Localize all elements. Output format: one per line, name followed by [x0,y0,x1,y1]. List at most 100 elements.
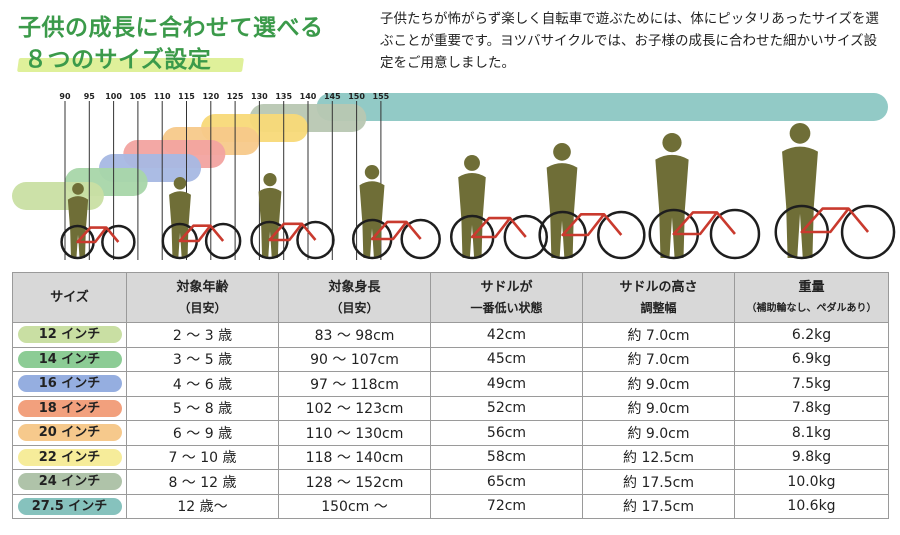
bike-front-wheel [296,220,335,260]
child-silhouette-body [655,154,689,258]
table-header-cell: 重量 （補助輪なし、ペダルあり） [734,272,889,323]
cell-height: 97 ～ 118cm [278,371,431,397]
size-badge: 16 インチ [17,375,122,393]
tick-label: 125 [227,92,244,101]
cell-weight: 9.8kg [734,444,889,470]
cell-weight: 7.8kg [734,395,889,421]
table-row: 16 インチ 4 ～ 6 歳 97 ～ 118cm 49cm 約 9.0cm 7.5kg [12,371,889,397]
table-row: 14 インチ 3 ～ 5 歳 90 ～ 107cm 45cm 約 7.0cm 6.9kg [12,346,889,372]
size-cell: 12 インチ [12,322,127,348]
tick-label: 120 [202,92,219,101]
cell-height: 118 ～ 140cm [278,444,431,470]
cell-weight: 10.6kg [734,493,889,519]
cell-height: 90 ～ 107cm [278,346,431,372]
bike-frame [178,224,225,243]
child-silhouette-head [553,143,571,161]
cell-saddle-min: 45cm [430,346,583,372]
cell-weight: 6.2kg [734,322,889,348]
cell-saddle-min: 58cm [430,444,583,470]
size-cell: 14 インチ [12,346,127,372]
intro-text: 子供たちが怖がらず楽しく自転車で遊ぶためには、体にピッタリあったサイズを選ぶこと… [380,11,879,71]
size-cell: 27.5 インチ [12,493,127,519]
bike-frame [76,226,120,244]
bike-front-wheel [597,210,646,260]
size-cell: 22 インチ [12,444,127,470]
cell-height: 128 ～ 152cm [278,469,431,495]
size-badge: 12 インチ [17,326,122,344]
table-body: 12 インチ 2 ～ 3 歳 83 ～ 98cm 42cm 約 7.0cm 6.2kg 14… [12,322,889,519]
cell-age: 7 ～ 10 歳 [126,444,279,470]
tick-label: 115 [178,92,195,101]
size-badge: 24 インチ [17,473,122,491]
size-badge: 18 インチ [17,399,122,417]
header-sublabel: 一番低い状態 [470,300,543,315]
tick-label: 95 [84,92,96,101]
tick-label: 140 [300,92,317,101]
cell-saddle-range: 約 9.0cm [582,395,735,421]
cell-saddle-range: 約 9.0cm [582,371,735,397]
cell-weight: 8.1kg [734,420,889,446]
cell-saddle-range: 約 17.5cm [582,493,735,519]
cell-saddle-range: 約 7.0cm [582,346,735,372]
table-row: 22 インチ 7 ～ 10 歳 118 ～ 140cm 58cm 約 12.5cm 9.8… [12,444,889,470]
header-label: 重量 [798,279,825,295]
child-silhouette-head [789,123,811,144]
table-row: 18 インチ 5 ～ 8 歳 102 ～ 123cm 52cm 約 9.0cm 7.8kg [12,395,889,421]
size-badge: 20 インチ [17,424,122,442]
bike-frame [470,216,527,239]
header-sublabel: （補助輪なし、ペダルあり） [746,302,877,314]
bike-front-wheel [204,222,242,260]
child-silhouette-body [782,146,818,258]
cell-weight: 6.9kg [734,346,889,372]
table-header-row: サイズ 対象年齢 （目安） 対象身長 （目安） サドルが 一番低い状態 サドルの高さ 調整幅 重量… [12,272,889,323]
table-row: 20 インチ 6 ～ 9 歳 110 ～ 130cm 56cm 約 9.0cm 8.1kg [12,420,889,446]
table-header-cell: サドルの高さ 調整幅 [582,272,735,323]
size-badge: 27.5 インチ [17,497,122,515]
cell-weight: 10.0kg [734,469,889,495]
cell-saddle-range: 約 12.5cm [582,444,735,470]
table-header-cell: サドルが一番低い状態 [430,272,583,323]
child-silhouette-head [364,165,380,180]
header-sublabel: （目安） [330,300,379,315]
heading-line-2: ８つのサイズ設定 [24,47,212,73]
tick-label: 130 [251,92,268,101]
bike-frame [800,207,870,234]
table-row: 27.5 インチ 12 歳～ 150cm ～ 72cm 約 17.5cm 10.6kg [12,493,889,519]
child-silhouette-head [173,177,187,190]
cell-age: 8 ～ 12 歳 [126,469,279,495]
child-silhouette-body [546,163,578,258]
size-band-27.5 [316,93,889,121]
header-sublabel: 調整幅 [640,300,677,315]
cell-height: 83 ～ 98cm [278,322,431,348]
cell-saddle-min: 52cm [430,395,583,421]
height-scale: 90 95 100 105 110 115 120 125 130 135 140 145 150 155 [0,88,900,270]
cell-saddle-range: 約 7.0cm [582,322,735,348]
header-label: サドルが [480,279,533,295]
size-cell: 20 インチ [12,420,127,446]
size-spec-table: サイズ 対象年齢 （目安） 対象身長 （目安） サドルが 一番低い状態 サドルの高さ 調整幅 重量… [12,272,889,519]
bike-front-wheel [101,224,136,260]
size-cell: 16 インチ [12,371,127,397]
table-row: 24 インチ 8 ～ 12 歳 128 ～ 152cm 65cm 約 17.5cm 10.… [12,469,889,495]
table-header-cell: 対象年齢 （目安） [126,272,279,323]
height-scale-graphic: 90 95 100 105 110 115 120 125 130 135 140 145 150 155 [12,92,896,260]
bike-frame [370,220,422,241]
header-sublabel: （目安） [178,300,227,315]
cell-saddle-min: 56cm [430,420,583,446]
bike-front-wheel [400,218,441,260]
cell-height: 102 ～ 123cm [278,395,431,421]
cell-saddle-min: 72cm [430,493,583,519]
cell-saddle-min: 65cm [430,469,583,495]
cell-height: 150cm ～ [278,493,431,519]
child-silhouette-head [72,183,84,195]
tick-label: 100 [105,92,122,101]
bike-front-wheel [503,214,549,260]
cell-weight: 7.5kg [734,371,889,397]
header-label: サドルの高さ [619,279,698,295]
bike-frame [672,211,736,236]
cell-age: 12 歳～ [126,493,279,519]
size-cell: 24 インチ [12,469,127,495]
cell-age: 5 ～ 8 歳 [126,395,279,421]
tick-label: 150 [348,92,365,101]
header-label: 対象身長 [328,279,381,295]
